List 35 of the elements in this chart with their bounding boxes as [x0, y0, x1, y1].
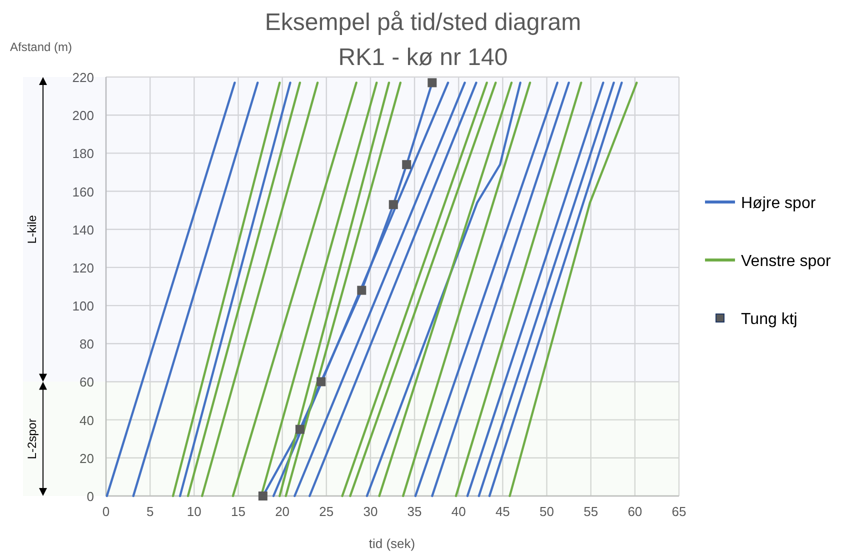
x-tick-label: 45: [495, 504, 510, 519]
y-tick-label: 220: [72, 70, 94, 85]
y-tick-label: 40: [80, 412, 94, 428]
legend-label: Tung ktj: [741, 311, 798, 328]
x-axis-title: tid (sek): [368, 536, 416, 551]
x-tick-label: 55: [584, 504, 598, 519]
x-tick-label: 50: [540, 504, 554, 519]
x-tick-label: 25: [319, 504, 334, 519]
legend-label: Venstre spor: [741, 253, 832, 270]
y-tick-label: 180: [72, 146, 94, 162]
y-tick-label: 200: [72, 108, 94, 124]
band-label: L-kile: [25, 214, 39, 244]
chart-title: Eksempel på tid/sted diagram: [264, 9, 582, 36]
y-tick-label: 160: [72, 184, 94, 200]
chart-subtitle: RK1 - kø nr 140: [338, 44, 508, 71]
y-tick-label: 140: [72, 222, 94, 238]
x-tick-label: 20: [275, 504, 290, 519]
x-tick-label: 15: [230, 504, 246, 519]
x-tick-label: 10: [186, 504, 202, 519]
x-tick-label: 5: [146, 504, 154, 519]
y-tick-label: 100: [72, 298, 94, 314]
band-label: L-2spor: [25, 418, 39, 460]
x-tick-label: 35: [407, 504, 422, 519]
y-tick-label: 80: [80, 336, 94, 352]
x-tick-label: 30: [363, 504, 378, 519]
y-axis-title: Afstand (m): [10, 40, 72, 54]
y-tick-label: 120: [72, 260, 94, 276]
x-tick-label: 40: [451, 504, 466, 519]
x-tick-label: 60: [628, 504, 642, 519]
y-tick-label: 0: [86, 489, 94, 504]
y-tick-label: 60: [80, 374, 94, 390]
x-tick-label: 0: [102, 504, 110, 519]
x-tick-label: 65: [672, 504, 686, 519]
legend-label: Højre spor: [741, 195, 816, 212]
y-tick-label: 20: [80, 450, 94, 466]
